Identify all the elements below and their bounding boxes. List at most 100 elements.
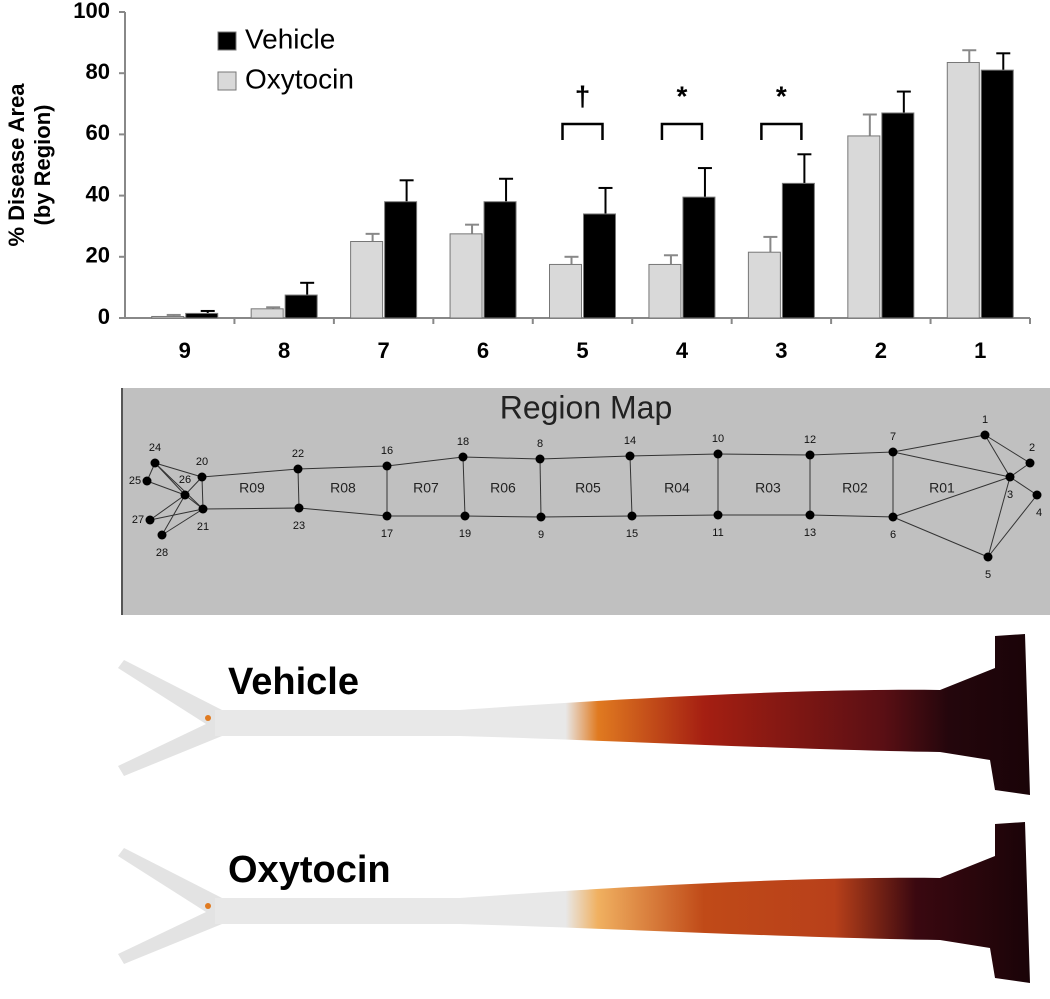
map-edge <box>1009 476 1038 496</box>
map-node <box>145 515 155 525</box>
map-node-label: 11 <box>712 527 723 539</box>
bar <box>781 182 815 319</box>
bar <box>185 312 219 319</box>
map-node <box>142 476 152 486</box>
map-node <box>198 504 208 514</box>
bar <box>583 213 616 319</box>
map-edge <box>892 476 1011 518</box>
map-node <box>157 530 167 540</box>
map-node <box>625 451 635 461</box>
bar <box>284 294 318 319</box>
y-tick-label: 0 <box>98 304 110 329</box>
legend-swatch <box>217 71 237 91</box>
map-edge <box>202 507 300 510</box>
map-node <box>382 461 392 471</box>
map-node <box>536 512 546 522</box>
heatmap-label: Vehicle <box>228 661 359 703</box>
region-label: R05 <box>575 480 601 496</box>
map-node <box>1032 490 1042 500</box>
legend-label: Oxytocin <box>245 63 354 94</box>
x-tick-label: 1 <box>974 338 986 363</box>
y-axis-label: (by Region) <box>30 105 55 226</box>
map-node-label: 19 <box>459 528 471 540</box>
map-edge <box>149 508 204 521</box>
map-node <box>980 430 990 440</box>
map-edge <box>539 458 542 518</box>
vessel-branch <box>118 660 222 776</box>
x-tick-label: 3 <box>775 338 787 363</box>
significance-bracket <box>760 122 803 140</box>
map-node <box>382 511 392 521</box>
region-map: Region Map 12345678910111213141516171819… <box>121 388 1050 615</box>
y-tick-label: 60 <box>86 120 110 145</box>
map-edge <box>629 455 633 517</box>
map-node <box>150 458 160 468</box>
x-tick-label: 2 <box>875 338 887 363</box>
map-node-label: 8 <box>537 438 543 450</box>
map-node <box>805 450 815 460</box>
vessel-spot <box>205 903 211 909</box>
map-edge <box>540 515 633 518</box>
map-node-label: 23 <box>293 520 305 532</box>
map-edge <box>809 514 894 518</box>
map-node <box>1005 472 1015 482</box>
x-tick-label: 4 <box>676 338 689 363</box>
y-tick-label: 20 <box>86 243 110 268</box>
map-edge <box>462 456 466 517</box>
map-node <box>294 503 304 513</box>
vessel-branch <box>118 848 222 964</box>
region-label: R06 <box>490 480 516 496</box>
map-edge <box>984 434 1031 464</box>
map-edge <box>892 516 989 558</box>
x-tick-label: 8 <box>278 338 290 363</box>
x-tick-label: 5 <box>576 338 588 363</box>
map-edge <box>892 434 986 453</box>
bar <box>648 263 682 319</box>
bar <box>881 112 915 319</box>
map-node-label: 18 <box>457 436 469 448</box>
map-node-label: 13 <box>804 527 816 539</box>
y-tick-label: 40 <box>86 181 110 206</box>
map-edge <box>987 494 1038 558</box>
map-node-label: 4 <box>1036 507 1042 519</box>
map-node <box>458 452 468 462</box>
map-edge <box>154 462 203 478</box>
map-node <box>535 454 545 464</box>
map-edge <box>892 451 1011 478</box>
map-node-label: 7 <box>890 431 896 443</box>
significance-mark: † <box>575 80 591 111</box>
map-edge <box>386 456 464 467</box>
map-node-label: 22 <box>292 448 304 460</box>
map-node-label: 16 <box>381 445 393 457</box>
x-tick-label: 6 <box>477 338 489 363</box>
map-node <box>1025 458 1035 468</box>
heatmap-label: Oxytocin <box>228 849 391 891</box>
map-node <box>460 511 470 521</box>
region-label: R03 <box>755 480 781 496</box>
map-node-label: 12 <box>804 434 816 446</box>
map-background <box>122 388 1050 615</box>
map-node-label: 25 <box>129 475 141 487</box>
map-node <box>888 447 898 457</box>
vessel-spot <box>205 715 211 721</box>
map-node-label: 21 <box>197 521 209 533</box>
y-axis-label: % Disease Area <box>4 83 29 247</box>
map-node <box>888 512 898 522</box>
bar <box>483 201 517 319</box>
map-edge <box>984 434 1011 478</box>
bar <box>747 251 781 319</box>
map-edge <box>462 456 541 460</box>
map-edge <box>629 453 719 457</box>
significance-bracket <box>561 122 604 140</box>
map-node-label: 9 <box>538 529 544 541</box>
map-edge <box>987 476 1011 558</box>
map-edge <box>149 494 186 521</box>
region-label: R09 <box>239 480 265 496</box>
map-node <box>627 511 637 521</box>
region-label: R01 <box>929 480 955 496</box>
significance-bracket <box>660 122 704 140</box>
map-node-label: 3 <box>1007 489 1013 501</box>
map-node-label: 28 <box>156 547 168 559</box>
x-tick-label: 7 <box>377 338 389 363</box>
